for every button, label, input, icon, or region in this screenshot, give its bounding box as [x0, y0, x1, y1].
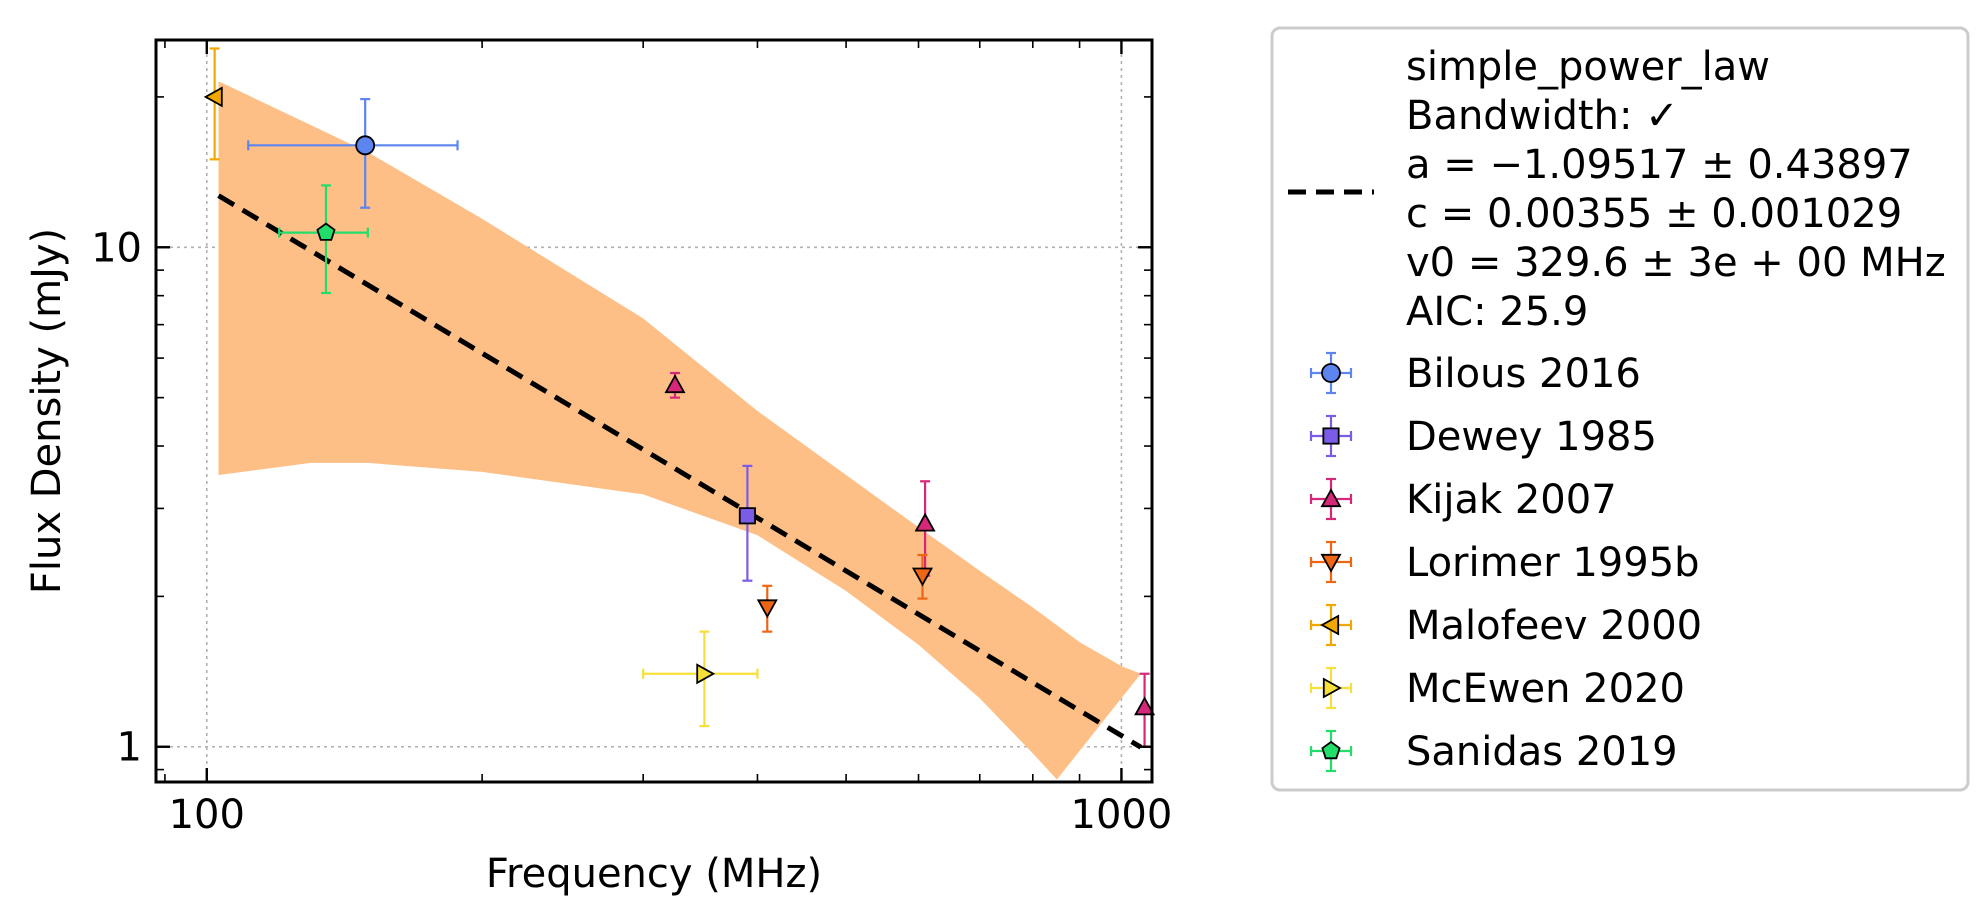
legend-frame [1270, 26, 1970, 792]
marker-triangle-left [203, 86, 223, 108]
legend-fit-label: AIC: 25.9 [1406, 289, 1588, 335]
legend-fit-label: a = −1.09517 ± 0.43897 [1406, 142, 1913, 188]
fit-uncertainty-band [218, 81, 1141, 780]
legend-entry: Bilous 2016 [1309, 351, 1641, 397]
legend-fit-label: simple_power_law [1406, 44, 1770, 90]
plot-frame [154, 38, 1154, 784]
legend-marker-triangle-up [1320, 488, 1342, 508]
legend-marker-triangle-down [1320, 553, 1342, 573]
axis-ticks [156, 40, 1152, 782]
data-point [664, 371, 686, 399]
legend-marker-pentagon [1321, 740, 1341, 760]
legend-label: Lorimer 1995b [1406, 540, 1700, 586]
marker-square [738, 507, 756, 525]
legend-label: Bilous 2016 [1406, 351, 1641, 397]
grid-lines [156, 40, 1152, 782]
y-tick-label: 1 [117, 725, 142, 771]
y-tick-label: 10 [91, 225, 142, 271]
x-tick-label: 100 [169, 792, 245, 838]
fit-line [217, 193, 1143, 750]
legend-fit-label: v0 = 329.6 ± 3e + 00 MHz [1406, 240, 1946, 286]
tick-labels: 100 1000 1 10 [91, 225, 1172, 838]
marker-triangle-up [1134, 696, 1156, 716]
data-point [203, 47, 223, 161]
data-point [278, 184, 369, 295]
marker-triangle-up [914, 512, 936, 532]
legend-marker-square [1322, 427, 1340, 445]
legend-label: McEwen 2020 [1406, 666, 1685, 712]
data-point [1134, 672, 1156, 748]
legend-fit-label: Bandwidth: ✓ [1406, 93, 1679, 139]
marker-triangle-down [756, 599, 778, 619]
x-tick-label: 1000 [1071, 792, 1173, 838]
legend-entry: Kijak 2007 [1309, 477, 1617, 523]
legend-entry: Lorimer 1995b [1309, 540, 1700, 586]
y-axis-title: Flux Density (mJy) [24, 228, 70, 594]
legend-entry: Malofeev 2000 [1309, 603, 1702, 649]
legend-marker-circle [1321, 363, 1341, 383]
legend-marker-triangle-left [1320, 614, 1340, 636]
data-point [247, 97, 459, 209]
data-point [642, 630, 759, 728]
marker-triangle-right [696, 663, 716, 685]
legend-marker-triangle-right [1322, 677, 1342, 699]
marker-triangle-down [911, 567, 934, 587]
legend-label: Sanidas 2019 [1406, 729, 1678, 775]
marker-pentagon [316, 222, 336, 241]
data-point [756, 584, 778, 633]
legend-entry: Sanidas 2019 [1309, 729, 1678, 775]
legend-label: Dewey 1985 [1406, 414, 1657, 460]
fit-band [218, 81, 1141, 780]
legend-entry: McEwen 2020 [1309, 666, 1685, 712]
data-point [911, 553, 934, 600]
marker-triangle-up [664, 374, 686, 394]
legend-entry: Dewey 1985 [1309, 414, 1657, 460]
data-point [738, 464, 756, 582]
marker-circle [355, 135, 376, 156]
data-points [203, 47, 1156, 748]
fit-line-group [217, 193, 1143, 750]
legend-label: Malofeev 2000 [1406, 603, 1702, 649]
x-axis-title: Frequency (MHz) [486, 851, 822, 897]
legend-fit-label: c = 0.00355 ± 0.001029 [1406, 191, 1902, 237]
legend-label: Kijak 2007 [1406, 477, 1617, 523]
